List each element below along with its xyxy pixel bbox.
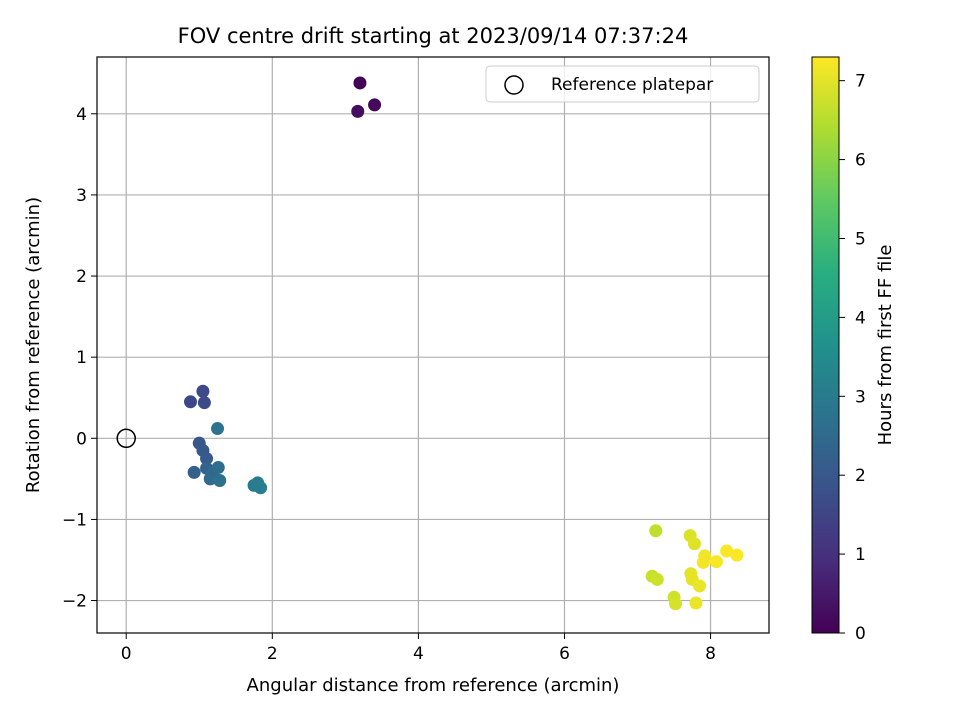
legend: Reference platepar — [485, 65, 760, 103]
data-point — [254, 481, 268, 495]
colorbar-tick-label: 2 — [855, 466, 866, 486]
data-point — [183, 395, 197, 409]
y-tick-label: 4 — [76, 105, 87, 125]
y-tick-label: −1 — [62, 510, 87, 530]
colorbar-gradient — [812, 57, 839, 633]
colorbar-frame — [811, 56, 840, 634]
grid-lines — [97, 57, 769, 633]
y-axis-label: Rotation from reference (arcmin) — [23, 197, 44, 493]
data-point — [200, 452, 214, 466]
data-point — [211, 461, 225, 475]
colorbar-tick-label: 4 — [855, 308, 866, 328]
data-point — [196, 384, 210, 398]
x-tick-label: 0 — [121, 644, 132, 664]
data-point — [709, 555, 723, 569]
colorbar-tick-label: 3 — [855, 387, 866, 407]
x-tick-label: 2 — [267, 644, 278, 664]
colorbar-tick-label: 7 — [855, 72, 866, 92]
colorbar-label: Hours from first FF file — [875, 245, 896, 446]
chart-title: FOV centre drift starting at 2023/09/14 … — [178, 24, 689, 48]
data-point — [693, 579, 707, 593]
data-point — [730, 548, 744, 562]
data-point — [649, 524, 663, 538]
data-point — [720, 544, 734, 558]
data-point — [687, 537, 701, 551]
data-point — [689, 596, 703, 610]
data-point — [696, 555, 710, 569]
plot-frame — [96, 56, 770, 634]
data-point — [650, 572, 664, 586]
colorbar-ticks: 0 1 2 3 4 5 6 7 — [839, 72, 866, 644]
colorbar-tick-label: 5 — [855, 229, 866, 249]
data-points — [183, 76, 744, 611]
legend-marker-reference — [504, 75, 524, 95]
x-axis-label: Angular distance from reference (arcmin) — [247, 675, 620, 696]
data-point — [669, 597, 683, 611]
data-point — [211, 422, 225, 436]
data-point — [368, 98, 382, 112]
data-point — [351, 104, 365, 118]
legend-label-reference: Reference platepar — [551, 75, 713, 95]
x-tick-label: 8 — [705, 644, 716, 664]
y-tick-label: 1 — [76, 348, 87, 368]
x-axis-ticks: 0 2 4 6 8 — [121, 633, 716, 664]
y-tick-label: 3 — [76, 186, 87, 206]
y-axis-ticks: −2 −1 0 1 2 3 4 — [62, 105, 97, 612]
reference-platepar-marker — [116, 428, 136, 449]
y-tick-label: −2 — [62, 592, 87, 612]
colorbar-tick-label: 1 — [855, 545, 866, 565]
legend-box — [485, 65, 760, 103]
colorbar-tick-label: 0 — [855, 624, 866, 644]
colorbar: 0 1 2 3 4 5 6 7 Hours from first FF file — [811, 56, 896, 644]
data-point — [213, 473, 227, 487]
y-tick-label: 0 — [76, 429, 87, 449]
data-point — [187, 465, 201, 479]
x-tick-label: 6 — [559, 644, 570, 664]
y-tick-label: 2 — [76, 267, 87, 287]
x-tick-label: 4 — [413, 644, 424, 664]
data-point — [353, 76, 367, 90]
data-point — [197, 396, 211, 410]
colorbar-tick-label: 6 — [855, 151, 866, 171]
